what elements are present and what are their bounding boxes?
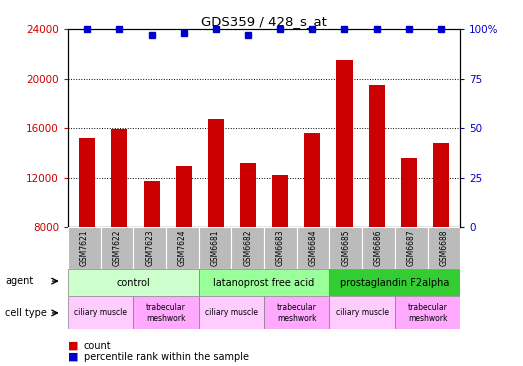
Bar <box>100 227 133 269</box>
Bar <box>68 269 199 296</box>
Text: ■: ■ <box>68 352 78 362</box>
Bar <box>329 227 362 269</box>
Bar <box>199 269 329 296</box>
Bar <box>297 227 329 269</box>
Text: ciliary muscle: ciliary muscle <box>336 309 389 317</box>
Bar <box>395 227 428 269</box>
Text: GSM6686: GSM6686 <box>374 229 383 266</box>
Bar <box>79 138 95 227</box>
Text: ■: ■ <box>68 341 78 351</box>
Bar <box>68 227 100 269</box>
Text: cell type: cell type <box>5 308 47 318</box>
Bar <box>264 227 297 269</box>
Bar <box>199 227 231 269</box>
Bar <box>336 60 353 227</box>
Text: percentile rank within the sample: percentile rank within the sample <box>84 352 248 362</box>
Text: GSM6685: GSM6685 <box>342 229 350 266</box>
Bar <box>329 269 460 296</box>
Bar <box>304 133 321 227</box>
Bar <box>208 119 224 227</box>
Text: GSM6688: GSM6688 <box>439 230 448 266</box>
Text: trabecular
meshwork: trabecular meshwork <box>277 303 317 323</box>
Bar <box>369 85 385 227</box>
Bar <box>166 227 199 269</box>
Bar <box>272 175 288 227</box>
Bar <box>395 296 460 329</box>
Text: agent: agent <box>5 276 33 286</box>
Bar <box>433 143 449 227</box>
Text: ciliary muscle: ciliary muscle <box>205 309 258 317</box>
Bar <box>133 296 199 329</box>
Bar <box>111 129 128 227</box>
Bar <box>428 227 460 269</box>
Bar <box>362 227 395 269</box>
Text: control: control <box>117 278 150 288</box>
Text: GSM7624: GSM7624 <box>178 229 187 266</box>
Text: GSM6687: GSM6687 <box>407 229 416 266</box>
Bar <box>329 296 395 329</box>
Text: GSM6684: GSM6684 <box>309 229 317 266</box>
Bar <box>401 158 417 227</box>
Text: GSM7622: GSM7622 <box>112 230 121 266</box>
Text: GSM7623: GSM7623 <box>145 229 154 266</box>
Text: ciliary muscle: ciliary muscle <box>74 309 127 317</box>
Bar <box>133 227 166 269</box>
Text: count: count <box>84 341 111 351</box>
Bar <box>68 296 133 329</box>
Bar <box>199 296 264 329</box>
Title: GDS359 / 428_s_at: GDS359 / 428_s_at <box>201 15 327 28</box>
Bar <box>143 181 160 227</box>
Text: GSM7621: GSM7621 <box>80 230 89 266</box>
Text: GSM6682: GSM6682 <box>243 230 252 266</box>
Text: GSM6681: GSM6681 <box>211 230 220 266</box>
Bar <box>264 296 329 329</box>
Text: latanoprost free acid: latanoprost free acid <box>213 278 315 288</box>
Text: GSM6683: GSM6683 <box>276 229 285 266</box>
Bar <box>231 227 264 269</box>
Bar <box>240 163 256 227</box>
Bar <box>176 167 192 227</box>
Text: prostaglandin F2alpha: prostaglandin F2alpha <box>340 278 450 288</box>
Text: trabecular
meshwork: trabecular meshwork <box>407 303 448 323</box>
Text: trabecular
meshwork: trabecular meshwork <box>146 303 186 323</box>
